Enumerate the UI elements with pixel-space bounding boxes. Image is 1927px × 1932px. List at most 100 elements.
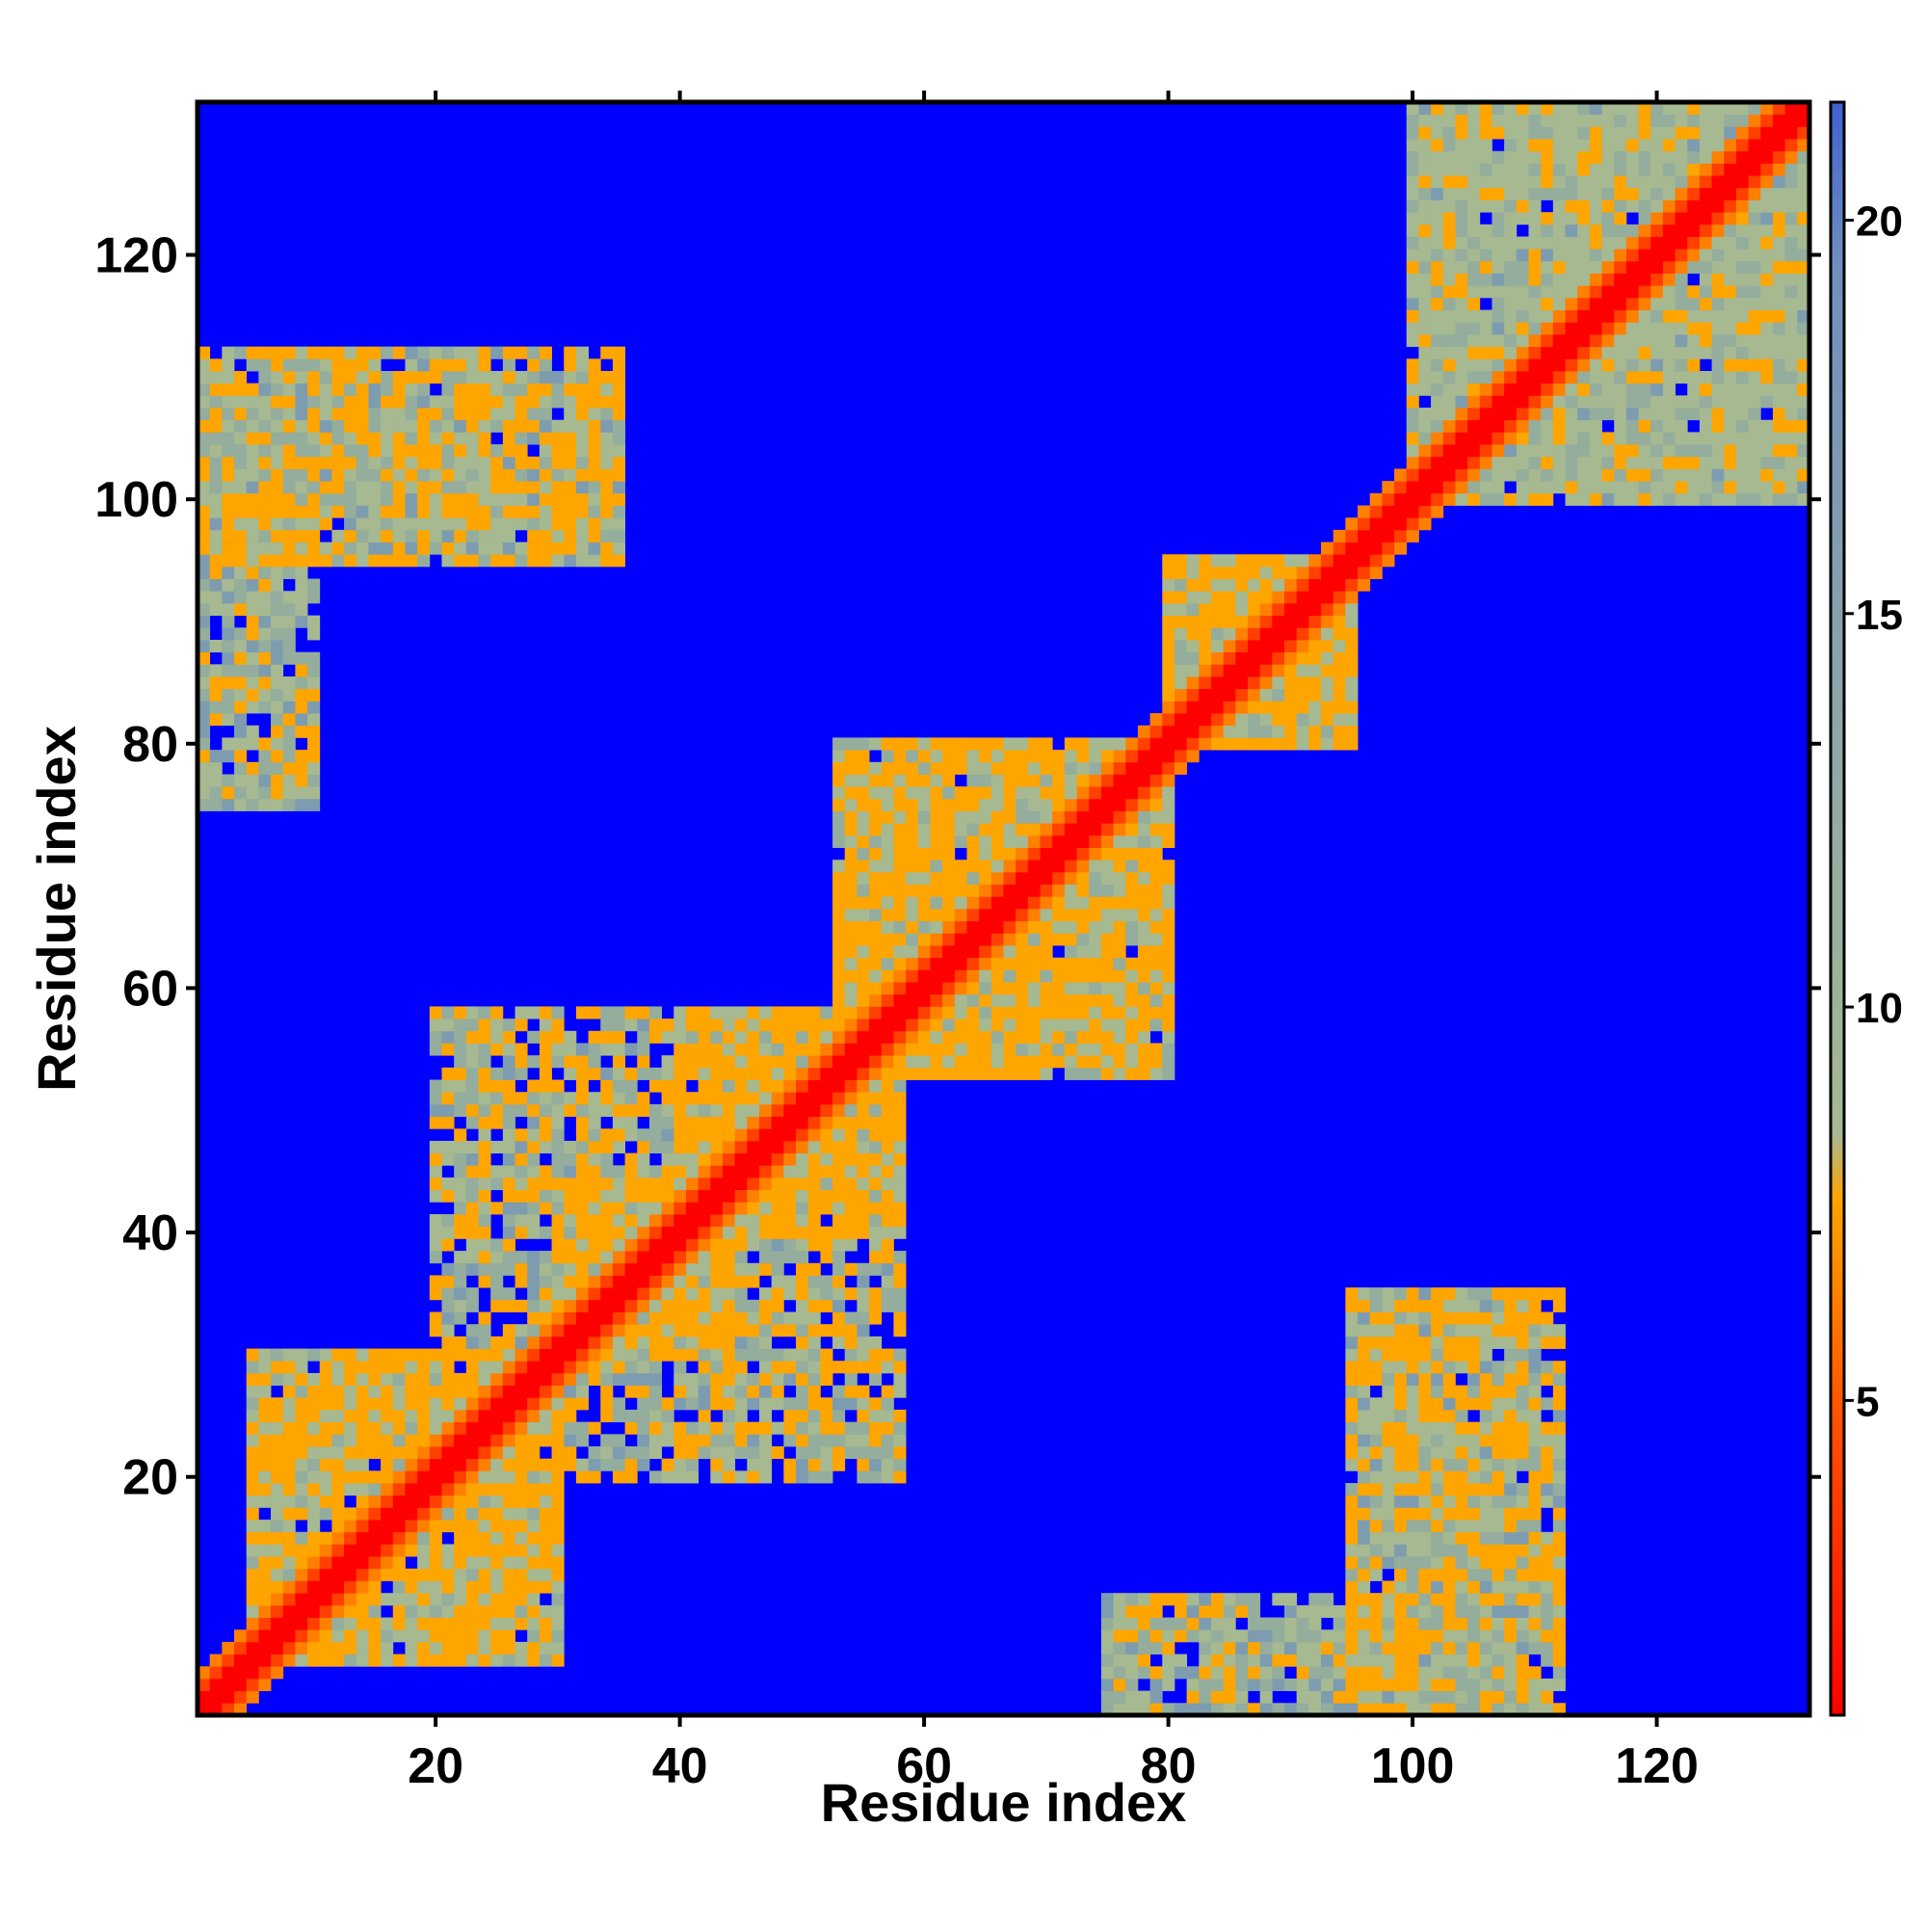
heatmap-cell xyxy=(209,529,223,543)
heatmap-cell xyxy=(844,1214,858,1228)
heatmap-cell xyxy=(465,1641,479,1654)
heatmap-cell xyxy=(465,1372,479,1386)
heatmap-cell xyxy=(722,1251,736,1264)
heatmap-cell xyxy=(1528,419,1542,433)
heatmap-cell xyxy=(734,1275,748,1288)
heatmap-cell xyxy=(258,1397,272,1411)
heatmap-cell xyxy=(1369,1483,1383,1496)
heatmap-cell xyxy=(1345,1397,1359,1411)
heatmap-cell xyxy=(807,1458,821,1471)
heatmap-cell xyxy=(575,1152,589,1166)
heatmap-cell xyxy=(1431,505,1444,518)
heatmap-cell xyxy=(893,871,907,886)
heatmap-cell xyxy=(1431,1483,1444,1496)
heatmap-cell xyxy=(429,1214,442,1228)
heatmap-cell xyxy=(1040,982,1053,995)
heatmap-cell xyxy=(515,395,528,409)
heatmap-cell xyxy=(990,982,1004,995)
heatmap-cell xyxy=(1406,1568,1419,1581)
heatmap-cell xyxy=(551,456,565,469)
heatmap-cell xyxy=(392,419,406,433)
heatmap-cell xyxy=(1418,1446,1432,1460)
heatmap-cell xyxy=(441,358,455,372)
heatmap-cell xyxy=(441,444,455,458)
heatmap-cell xyxy=(319,1629,332,1643)
heatmap-cell xyxy=(1455,1556,1468,1570)
heatmap-cell xyxy=(1027,834,1041,848)
heatmap-cell xyxy=(502,1520,515,1533)
heatmap-cell xyxy=(1406,1299,1419,1312)
heatmap-cell xyxy=(673,1361,687,1374)
heatmap-cell xyxy=(1358,1470,1371,1484)
heatmap-cell xyxy=(417,1470,431,1484)
heatmap-cell xyxy=(1552,1458,1566,1471)
heatmap-cell xyxy=(539,1470,552,1484)
heatmap-cell xyxy=(1052,969,1066,983)
heatmap-cell xyxy=(820,1251,833,1264)
heatmap-cell xyxy=(282,419,296,433)
heatmap-cell xyxy=(515,1372,528,1386)
heatmap-cell xyxy=(344,1397,357,1411)
heatmap-cell xyxy=(1479,419,1492,433)
heatmap-cell xyxy=(539,419,552,433)
heatmap-cell xyxy=(881,1043,894,1056)
heatmap-cell xyxy=(1442,371,1456,384)
heatmap-cell xyxy=(295,1531,308,1545)
heatmap-cell xyxy=(1455,408,1468,421)
heatmap-cell xyxy=(1223,737,1236,751)
heatmap-cell xyxy=(734,1055,748,1069)
heatmap-cell xyxy=(502,408,515,421)
heatmap-cell xyxy=(844,1421,858,1435)
heatmap-cell xyxy=(1210,1654,1225,1667)
heatmap-cell xyxy=(1162,1678,1175,1692)
heatmap-cell xyxy=(857,1434,870,1447)
heatmap-cell xyxy=(344,1409,357,1423)
heatmap-cell xyxy=(942,786,956,800)
heatmap-cell xyxy=(624,1251,638,1264)
heatmap-cell xyxy=(612,1397,625,1411)
heatmap-cell xyxy=(271,1629,284,1643)
heatmap-cell xyxy=(1137,945,1150,959)
heatmap-cell xyxy=(1504,1311,1518,1325)
heatmap-cell xyxy=(295,1385,308,1398)
heatmap-cell xyxy=(258,1580,272,1594)
heatmap-cell xyxy=(698,1030,711,1044)
heatmap-cell xyxy=(551,1409,565,1423)
heatmap-cell xyxy=(832,810,846,824)
heatmap-cell xyxy=(1442,1397,1456,1411)
heatmap-cell xyxy=(429,517,442,531)
heatmap-cell xyxy=(502,1189,515,1203)
heatmap-cell xyxy=(417,1397,431,1411)
heatmap-cell xyxy=(1541,1531,1554,1545)
heatmap-cell xyxy=(820,1165,833,1178)
heatmap-cell xyxy=(1382,1654,1395,1667)
heatmap-cell xyxy=(1186,615,1200,628)
heatmap-cell xyxy=(930,1030,943,1044)
heatmap-cell xyxy=(405,1409,418,1423)
heatmap-cell xyxy=(1003,957,1016,970)
heatmap-cell xyxy=(1614,432,1627,445)
heatmap-cell xyxy=(551,1372,565,1386)
heatmap-cell xyxy=(1797,468,1810,482)
heatmap-cell xyxy=(356,444,369,458)
heatmap-cell xyxy=(1431,333,1444,348)
heatmap-cell xyxy=(575,1251,589,1264)
heatmap-cell xyxy=(515,1568,528,1581)
heatmap-cell xyxy=(1186,578,1200,592)
heatmap-cell xyxy=(710,1079,724,1093)
heatmap-cell xyxy=(478,1654,491,1667)
heatmap-cell xyxy=(478,1128,491,1142)
heatmap-cell xyxy=(1137,896,1150,910)
heatmap-cell xyxy=(1016,871,1029,886)
heatmap-cell xyxy=(478,1641,491,1654)
heatmap-cell xyxy=(198,505,211,518)
heatmap-cell xyxy=(1358,554,1371,568)
heatmap-cell xyxy=(917,945,931,959)
heatmap-cell xyxy=(441,1361,455,1374)
heatmap-cell xyxy=(344,371,357,384)
heatmap-cell xyxy=(771,1103,784,1117)
heatmap-cell xyxy=(1748,456,1761,469)
heatmap-cell xyxy=(796,1324,809,1337)
heatmap-cell xyxy=(454,1067,467,1080)
heatmap-cell xyxy=(893,1251,907,1264)
